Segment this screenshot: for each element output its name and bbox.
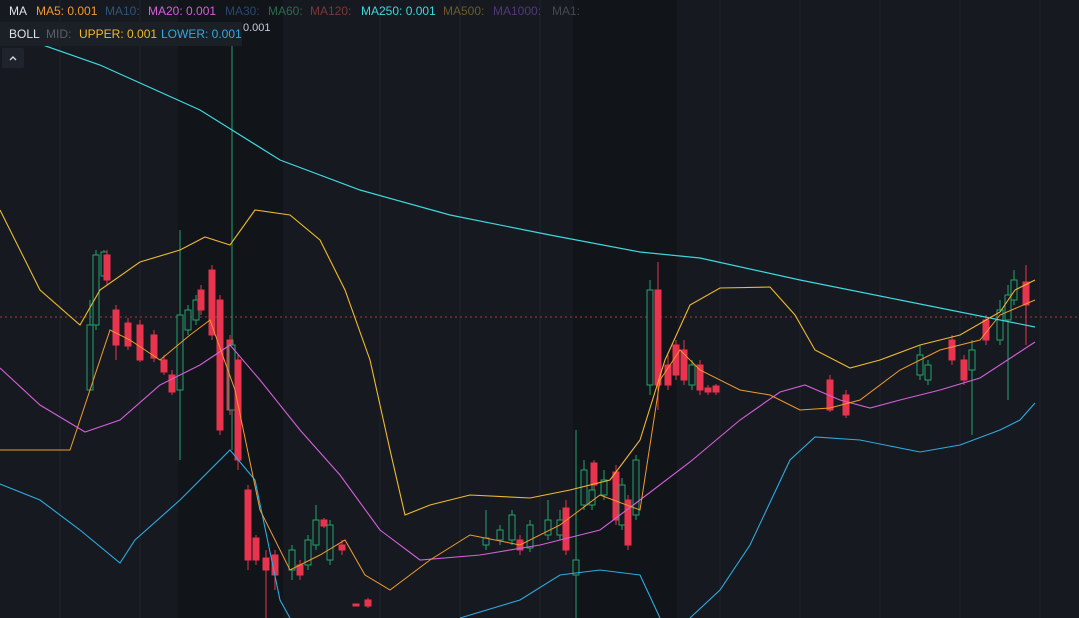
legend-item[interactable]: MA30: [225, 4, 260, 18]
candle-body [326, 524, 334, 561]
candle-body [112, 309, 120, 346]
candle-body [92, 254, 100, 326]
ma20-line [0, 341, 1036, 561]
candle-body [924, 364, 932, 381]
legend-item[interactable]: MA5: 0.001 [36, 4, 98, 18]
candle-body [160, 359, 168, 373]
candle-body [712, 385, 720, 393]
legend-item[interactable]: MA500: [443, 4, 485, 18]
candle-body [304, 539, 312, 566]
boll-upper-line [0, 209, 1036, 516]
legend-item[interactable]: MA60: [268, 4, 303, 18]
candle-body [588, 489, 596, 506]
legend-item[interactable]: MA250: 0.001 [361, 4, 436, 18]
candle-body [572, 559, 580, 576]
candle-body [136, 324, 144, 361]
candle-body [103, 254, 111, 281]
legend-item[interactable]: MA120: [310, 4, 352, 18]
candle-body [252, 537, 260, 561]
candle-body [216, 299, 224, 431]
candle-body [948, 339, 956, 361]
candle-body [646, 289, 654, 386]
candle-body [526, 524, 534, 549]
candle-body [664, 364, 672, 386]
legend-label: BOLL [9, 27, 40, 41]
candle-body [86, 324, 94, 391]
boll-lower-line [0, 449, 291, 618]
candle-body [124, 322, 132, 347]
candle-body [244, 489, 252, 561]
candle-body [197, 289, 205, 311]
candle-body [544, 519, 552, 536]
candle-body [228, 344, 236, 411]
candle-body [234, 359, 242, 461]
collapse-button[interactable] [2, 48, 24, 68]
candle-body [364, 599, 372, 607]
candle-body [496, 529, 504, 541]
boll-lower-line [689, 402, 1036, 618]
candles [86, 45, 1030, 618]
candle-body [654, 289, 662, 386]
candle-body [632, 459, 640, 516]
candle-body [288, 549, 296, 571]
ma250-line [0, 29, 1036, 328]
collapse-icon [9, 56, 17, 61]
candle-body [624, 499, 632, 546]
candle-body [184, 309, 192, 331]
legend-label: MA [9, 4, 27, 18]
candle-body [618, 484, 626, 526]
candle-body [916, 354, 924, 376]
candle-body [562, 507, 570, 551]
candle-body [968, 349, 976, 371]
legend-item[interactable]: LOWER: 0.001 [161, 27, 242, 41]
legend-item[interactable]: MA20: 0.001 [148, 4, 217, 18]
price-label: 0.001 [243, 22, 271, 34]
candle-body [1022, 281, 1030, 306]
boll-lower-line [459, 569, 661, 618]
candle-body [208, 269, 216, 336]
legend-item[interactable]: MA1000: [493, 4, 542, 18]
candle-body [150, 334, 158, 359]
legend-background [0, 22, 242, 46]
candle-body [960, 359, 968, 381]
candle-body [1010, 279, 1018, 301]
indicators [0, 29, 1036, 618]
candle-body [600, 479, 608, 496]
candle-body [262, 557, 270, 571]
candle-body [338, 544, 346, 551]
legend-item[interactable]: UPPER: 0.001 [79, 27, 158, 41]
candle-body [680, 349, 688, 381]
candle-body [168, 374, 176, 393]
candle-body [688, 364, 696, 386]
candle-body [176, 314, 184, 391]
ma5-line [0, 299, 1036, 591]
candle-body [996, 309, 1004, 341]
candle-body [590, 462, 598, 486]
legend-item[interactable]: MA10: [105, 4, 140, 18]
candle-body [1004, 294, 1012, 321]
candle-body [312, 519, 320, 546]
candle-body [612, 471, 620, 521]
candle-body [704, 387, 712, 393]
candle-body [696, 364, 704, 391]
candle-body [352, 603, 360, 607]
legend-item[interactable]: MA1: [552, 4, 581, 18]
candle-body [320, 519, 328, 527]
candle-body [842, 394, 850, 416]
candle-body [508, 514, 516, 541]
legend-item[interactable]: MID: [46, 27, 72, 41]
candle-body [556, 519, 564, 536]
grid [59, 0, 1041, 618]
